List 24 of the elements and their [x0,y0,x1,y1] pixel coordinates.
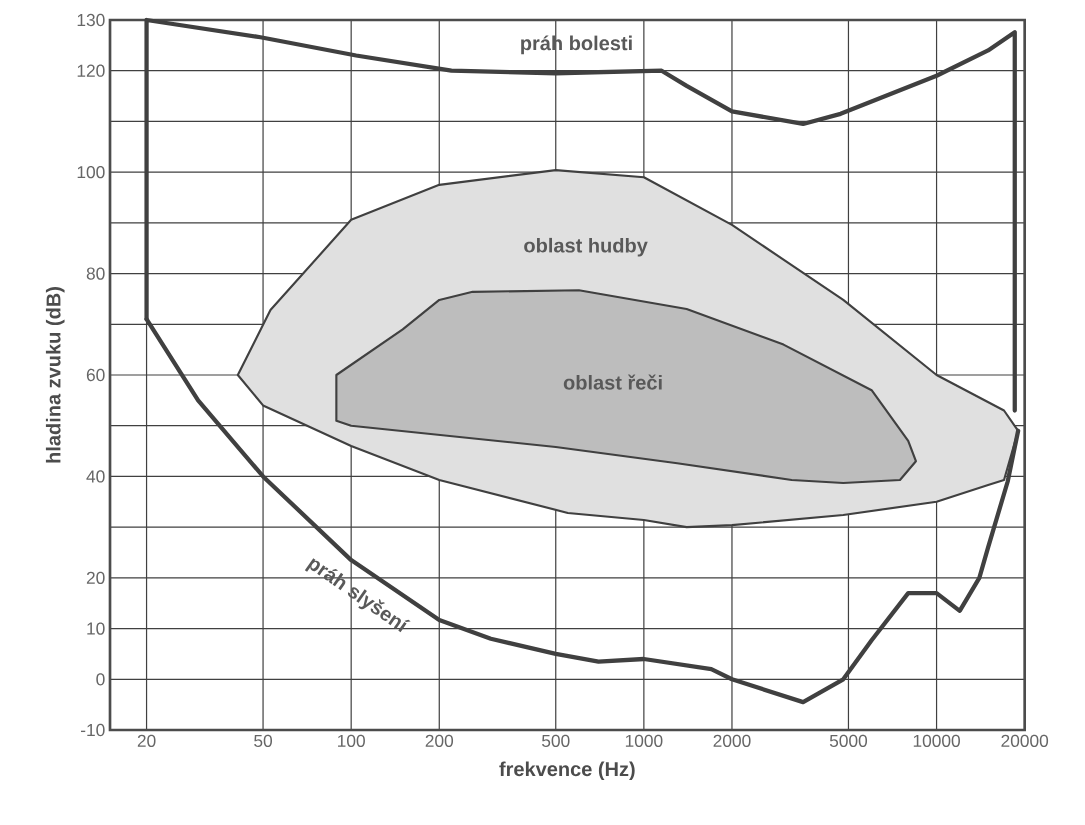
x-tick-label: 500 [541,734,570,747]
x-tick-label: 20 [137,734,156,747]
series-label: oblast hudby [524,237,648,257]
x-tick-label: 5000 [829,734,868,747]
y-tick-label: 10 [87,622,105,635]
y-axis-title: hladina zvuku (dB) [45,287,65,463]
series-label: oblast řeči [563,374,662,390]
y-tick-label: 100 [77,166,105,179]
x-tick-label: 1000 [625,734,663,747]
y-tick-label: 60 [86,368,105,382]
y-tick-label: 20 [86,571,105,584]
x-axis-title: frekvence (Hz) [499,761,635,781]
x-tick-label: 20000 [1001,734,1049,747]
x-tick-label: 200 [425,734,454,747]
y-tick-label: 40 [86,470,105,483]
x-tick-label: 50 [254,734,273,747]
y-tick-label: 120 [77,64,105,77]
y-tick-label: -10 [81,723,105,737]
x-tick-label: 100 [338,734,365,747]
y-tick-label: 130 [77,13,105,27]
x-tick-label: 10000 [913,734,960,747]
y-tick-label: 0 [96,673,105,686]
y-tick-label: 80 [86,267,105,280]
x-tick-label: 2000 [713,734,751,747]
